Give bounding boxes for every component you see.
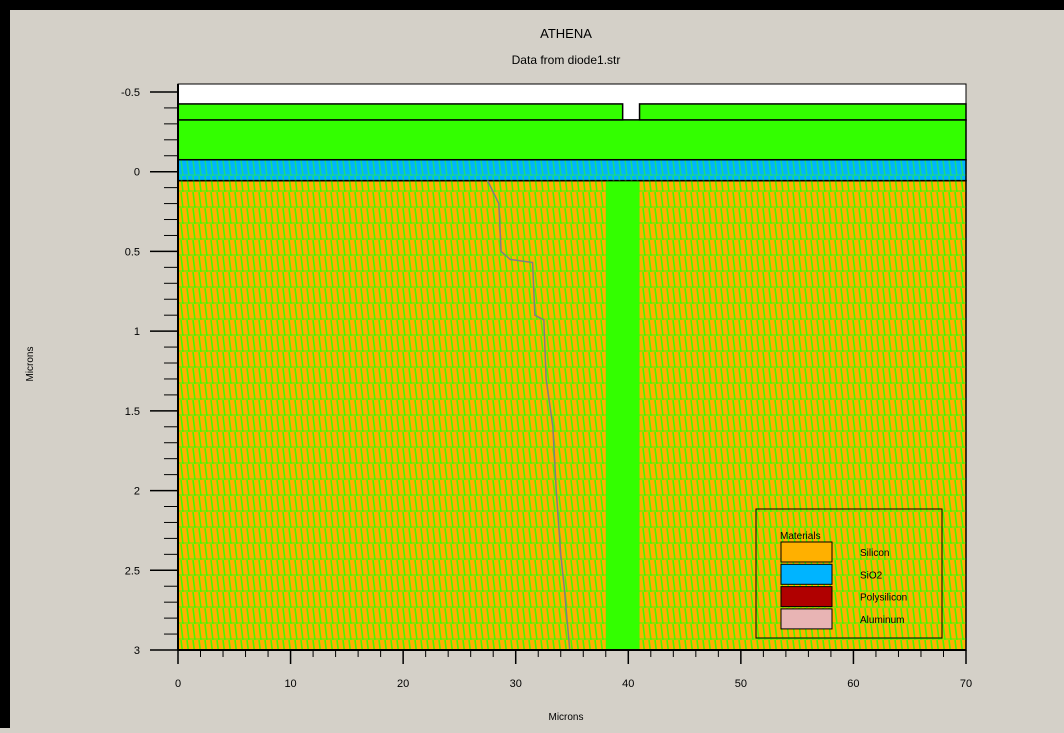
window-border <box>0 0 10 728</box>
legend-swatch <box>781 564 832 584</box>
mesh-column <box>606 181 640 650</box>
y-tick-label: 3 <box>134 645 140 657</box>
x-tick-label: 0 <box>175 678 181 690</box>
legend-swatch <box>781 609 832 629</box>
x-tick-label: 50 <box>735 678 747 690</box>
chart-subtitle: Data from diode1.str <box>512 53 621 67</box>
y-tick-label: 1 <box>134 326 140 338</box>
material-region <box>640 104 966 120</box>
x-tick-label: 20 <box>397 678 409 690</box>
y-tick-label: 1.5 <box>125 406 140 418</box>
legend-label: Aluminum <box>860 615 904 626</box>
legend-label: SiO2 <box>860 570 883 581</box>
y-tick-label: 0.5 <box>125 246 140 258</box>
x-tick-label: 10 <box>284 678 296 690</box>
window-border <box>0 0 1064 10</box>
mesh-overlay <box>178 181 966 650</box>
page: {"chart_data": {"type": "structure", "ti… <box>0 0 1064 728</box>
y-tick-label: 2 <box>134 486 140 498</box>
y-tick-label: 0 <box>134 167 140 179</box>
chart: ATHENA Data from diode1.str Microns Micr… <box>0 0 1064 728</box>
x-axis-label: Microns <box>548 712 583 723</box>
x-tick-label: 40 <box>622 678 634 690</box>
y-tick-label: 2.5 <box>125 565 140 577</box>
legend-swatch <box>781 542 832 562</box>
material-region <box>178 104 623 120</box>
mesh-overlay <box>178 160 966 181</box>
y-axis-label: Microns <box>25 346 36 381</box>
legend-swatch <box>781 587 832 607</box>
x-tick-label: 70 <box>960 678 972 690</box>
legend-label: Silicon <box>860 548 889 559</box>
material-region <box>178 120 966 160</box>
legend-title: Materials <box>780 531 821 542</box>
legend-label: Polysilicon <box>860 593 907 604</box>
x-tick-label: 60 <box>847 678 859 690</box>
y-tick-label: -0.5 <box>121 87 140 99</box>
x-tick-label: 30 <box>510 678 522 690</box>
chart-title: ATHENA <box>540 26 592 41</box>
